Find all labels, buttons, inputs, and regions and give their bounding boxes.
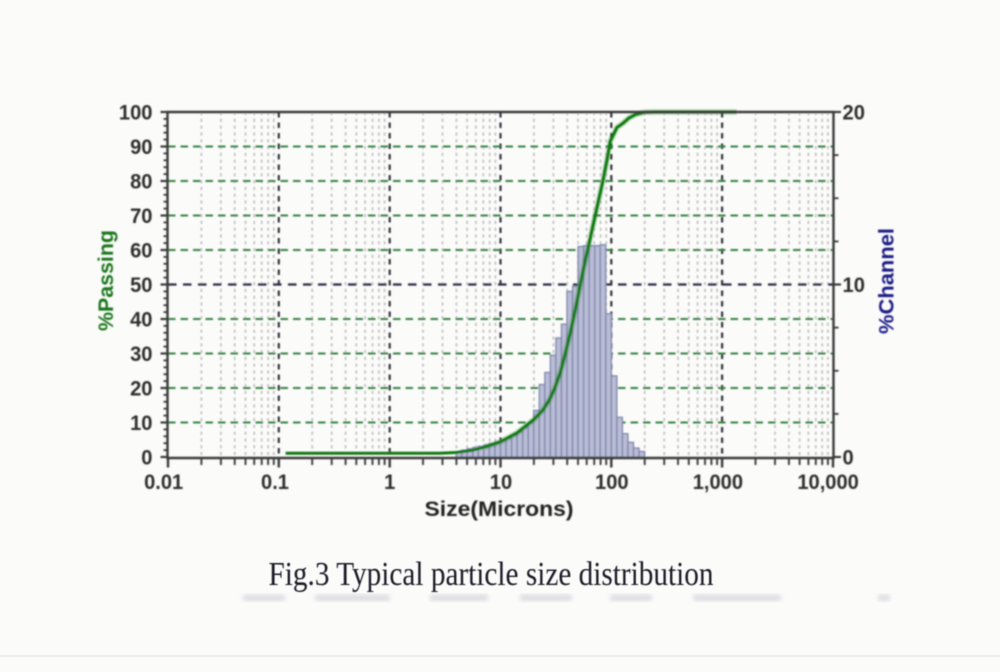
svg-text:1: 1 xyxy=(384,470,395,494)
svg-text:100: 100 xyxy=(119,101,153,125)
svg-text:100: 100 xyxy=(595,470,629,494)
svg-text:10: 10 xyxy=(490,470,512,494)
svg-text:%Passing: %Passing xyxy=(94,230,118,331)
svg-text:70: 70 xyxy=(130,204,152,228)
svg-text:30: 30 xyxy=(130,342,152,366)
svg-text:20: 20 xyxy=(130,377,152,401)
svg-text:%Channel: %Channel xyxy=(875,228,899,334)
svg-text:40: 40 xyxy=(130,308,152,332)
svg-text:Size(Microns): Size(Microns) xyxy=(425,497,574,521)
svg-text:80: 80 xyxy=(130,170,152,194)
svg-text:0: 0 xyxy=(843,446,854,470)
svg-text:60: 60 xyxy=(130,239,152,263)
svg-text:Fig.3 Typical particle size di: Fig.3 Typical particle size distribution xyxy=(269,556,714,593)
svg-text:20: 20 xyxy=(843,101,865,125)
svg-text:10: 10 xyxy=(843,273,865,297)
svg-text:1,000: 1,000 xyxy=(693,470,743,494)
svg-text:50: 50 xyxy=(130,273,152,297)
svg-text:90: 90 xyxy=(130,135,152,159)
svg-text:0: 0 xyxy=(141,446,152,470)
svg-text:0.01: 0.01 xyxy=(144,470,183,494)
svg-text:10: 10 xyxy=(130,411,152,435)
svg-text:10,000: 10,000 xyxy=(797,470,859,494)
svg-text:0.1: 0.1 xyxy=(261,470,289,494)
